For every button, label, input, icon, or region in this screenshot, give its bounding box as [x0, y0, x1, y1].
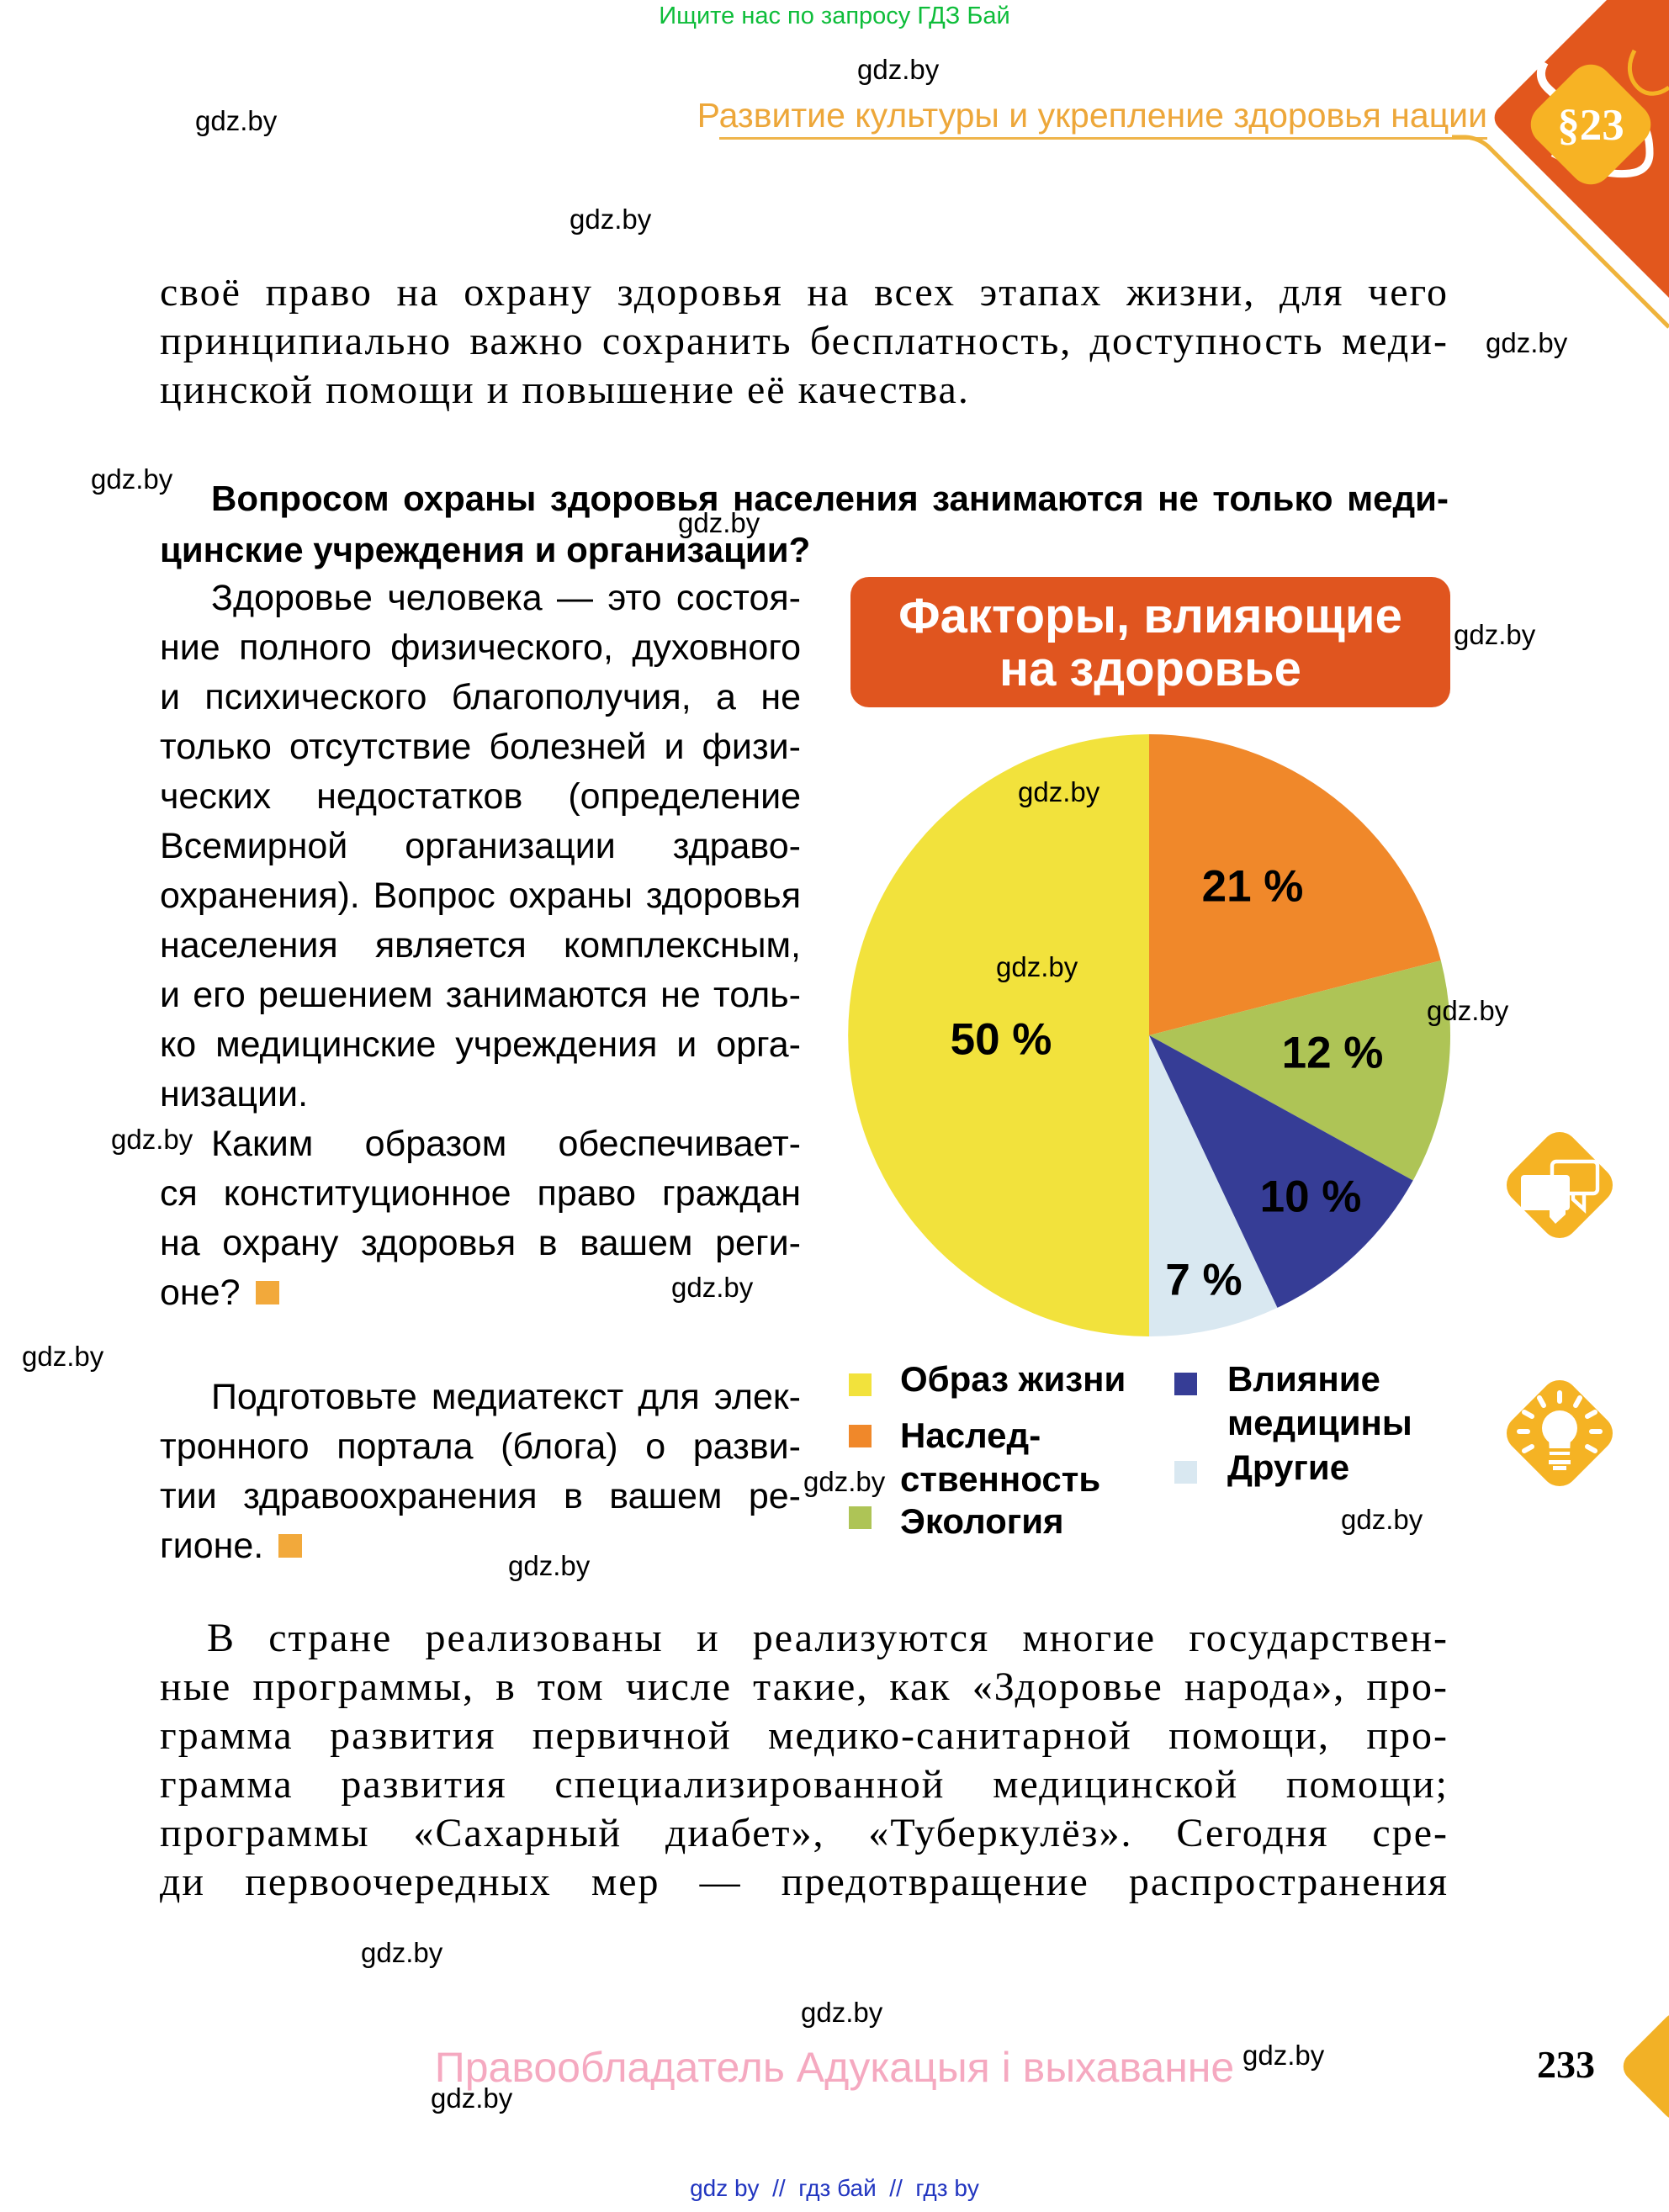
svg-text:§23: §23: [1557, 101, 1624, 150]
